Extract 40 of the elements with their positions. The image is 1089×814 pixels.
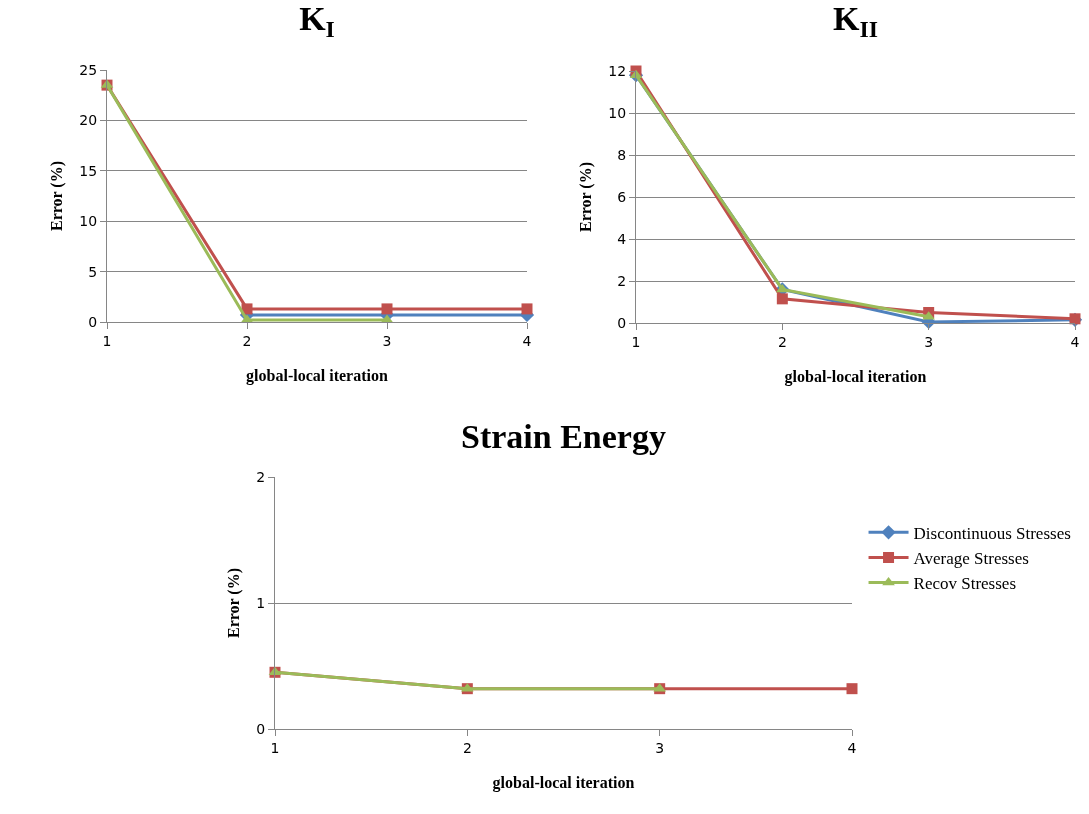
x-tick-label: 2 [462, 739, 472, 756]
legend-label: Recov Stresses [913, 574, 1017, 594]
x-tick-label: 1 [270, 739, 280, 756]
y-tick-label: 1 [256, 594, 266, 611]
chart-title: Strain Energy [461, 417, 666, 455]
x-tick-label: 3 [924, 333, 934, 350]
x-tick-label: 2 [242, 332, 252, 349]
y-tick-label: 8 [617, 146, 627, 163]
x-tick-label: 4 [847, 739, 857, 756]
y-tick-label: 4 [617, 230, 627, 247]
x-tick-label: 1 [102, 332, 112, 349]
y-tick-label: 2 [617, 272, 627, 289]
x-tick-label: 3 [655, 739, 665, 756]
y-tick-label: 0 [617, 314, 627, 331]
y-tick-label: 0 [256, 720, 266, 737]
y-axis-title: Error (%) [577, 161, 596, 233]
y-tick-label: 0 [88, 313, 98, 330]
x-axis-title: global-local iteration [246, 367, 388, 386]
y-tick-label: 5 [88, 263, 98, 280]
x-axis-title: global-local iteration [492, 774, 635, 793]
x-tick-label: 3 [382, 332, 392, 349]
y-tick-label: 15 [79, 162, 98, 179]
y-tick-label: 10 [608, 104, 627, 121]
x-tick-label: 1 [631, 333, 641, 350]
legend-label: Discontinuous Stresses [913, 523, 1071, 543]
chart-title: K$_{II}$ [833, 0, 878, 42]
chart-title: K$_{I}$ [299, 0, 335, 42]
y-tick-label: 10 [79, 213, 98, 230]
y-tick-label: 12 [608, 62, 627, 79]
x-tick-label: 4 [522, 332, 532, 349]
y-axis-title: Error (%) [48, 160, 67, 232]
y-tick-label: 20 [79, 112, 98, 129]
y-tick-label: 2 [256, 468, 266, 485]
y-axis-title: Error (%) [225, 567, 244, 639]
legend-label: Average Stresses [913, 549, 1029, 569]
y-tick-label: 25 [79, 61, 98, 78]
x-tick-label: 4 [1070, 333, 1080, 350]
y-tick-label: 6 [617, 188, 627, 205]
x-tick-label: 2 [777, 333, 787, 350]
x-axis-title: global-local iteration [784, 368, 927, 387]
